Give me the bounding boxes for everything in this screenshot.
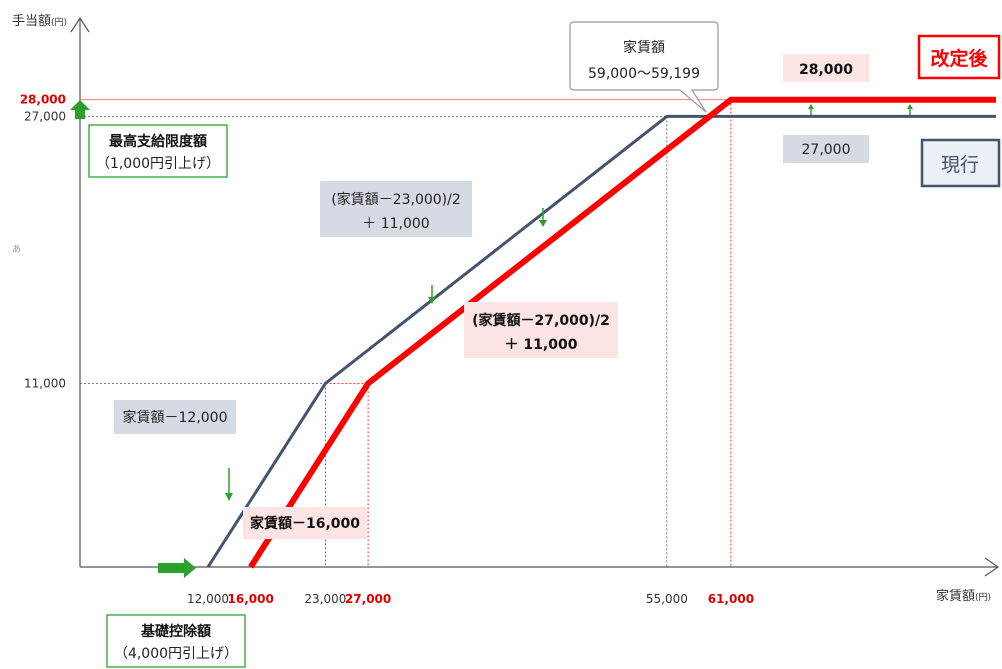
y-tick-11000: 11,000 — [24, 376, 66, 390]
x-axis-label: 家賃額(円) — [936, 588, 991, 604]
y-axis-label: 手当額(円) — [12, 14, 67, 29]
max-limit-box: 最高支給限度額 （1,000円引上げ） — [88, 124, 228, 178]
down-arrow-1 — [225, 468, 233, 501]
rent-callout: 家賃額 59,000～59,199 — [569, 21, 719, 113]
new-formula-2-line1: (家賃額－27,000)/2 — [472, 312, 610, 329]
max-limit-title: 最高支給限度額 — [109, 133, 207, 150]
series-line-current — [206, 114, 996, 568]
right-shift-arrow — [158, 558, 196, 578]
x-tick-16000: 16,000 — [228, 592, 274, 606]
x-tick-23000: 23,000 — [304, 592, 346, 606]
new-formula-1-text: 家賃額－16,000 — [250, 515, 360, 532]
new-cap-label: 28,000 — [783, 54, 869, 82]
up-shift-arrow — [70, 100, 90, 119]
y-tick-labels: 11,000 27,000 28,000 — [20, 93, 66, 391]
x-axis-unit: (円) — [975, 592, 991, 603]
y-tick-28000: 28,000 — [20, 93, 66, 107]
current-cap-text: 27,000 — [802, 142, 851, 158]
max-limit-sub: （1,000円引上げ） — [96, 156, 220, 172]
x-tick-61000: 61,000 — [708, 592, 754, 606]
legend-current-text: 現行 — [941, 154, 979, 176]
base-deduction-sub: （4,000円引上げ） — [114, 646, 238, 662]
rent-callout-range: 59,000～59,199 — [588, 66, 700, 82]
up-arrow-1 — [808, 104, 814, 115]
down-arrow-3 — [539, 208, 547, 227]
x-axis-label-text: 家賃額 — [936, 588, 975, 604]
legend-new-text: 改定後 — [930, 47, 988, 70]
new-formula-1: 家賃額－16,000 — [243, 507, 367, 539]
x-tick-12000: 12,000 — [187, 592, 229, 606]
legend-current: 現行 — [920, 138, 1001, 188]
y-axis-label-text: 手当額 — [12, 14, 51, 29]
current-formula-2: (家賃額－23,000)/2 ＋ 11,000 — [320, 181, 472, 237]
rent-callout-title: 家賃額 — [623, 39, 665, 56]
current-formula-2-line2: ＋ 11,000 — [362, 216, 429, 232]
current-formula-1: 家賃額－12,000 — [114, 400, 236, 434]
new-cap-text: 28,000 — [799, 62, 853, 78]
current-formula-2-line1: (家賃額－23,000)/2 — [331, 191, 461, 208]
up-arrow-2 — [907, 104, 913, 115]
series-line-new — [248, 96, 996, 569]
current-cap-label: 27,000 — [783, 135, 869, 163]
down-arrow-2 — [428, 285, 436, 304]
current-formula-1-text: 家賃額－12,000 — [123, 409, 228, 426]
y-axis-mid-glyph: あ — [12, 244, 21, 255]
x-tick-27000: 27,000 — [345, 592, 391, 606]
x-tick-55000: 55,000 — [646, 592, 688, 606]
shift-arrows — [70, 100, 913, 578]
new-formula-2: (家賃額－27,000)/2 ＋ 11,000 — [464, 302, 618, 358]
new-formula-2-line2: ＋ 11,000 — [505, 337, 578, 353]
y-tick-27000: 27,000 — [24, 109, 66, 123]
base-deduction-title: 基礎控除額 — [141, 623, 211, 640]
y-axis-unit: (円) — [51, 17, 67, 28]
base-deduction-box: 基礎控除額 （4,000円引上げ） — [106, 614, 246, 668]
legend-new: 改定後 — [917, 34, 1001, 80]
